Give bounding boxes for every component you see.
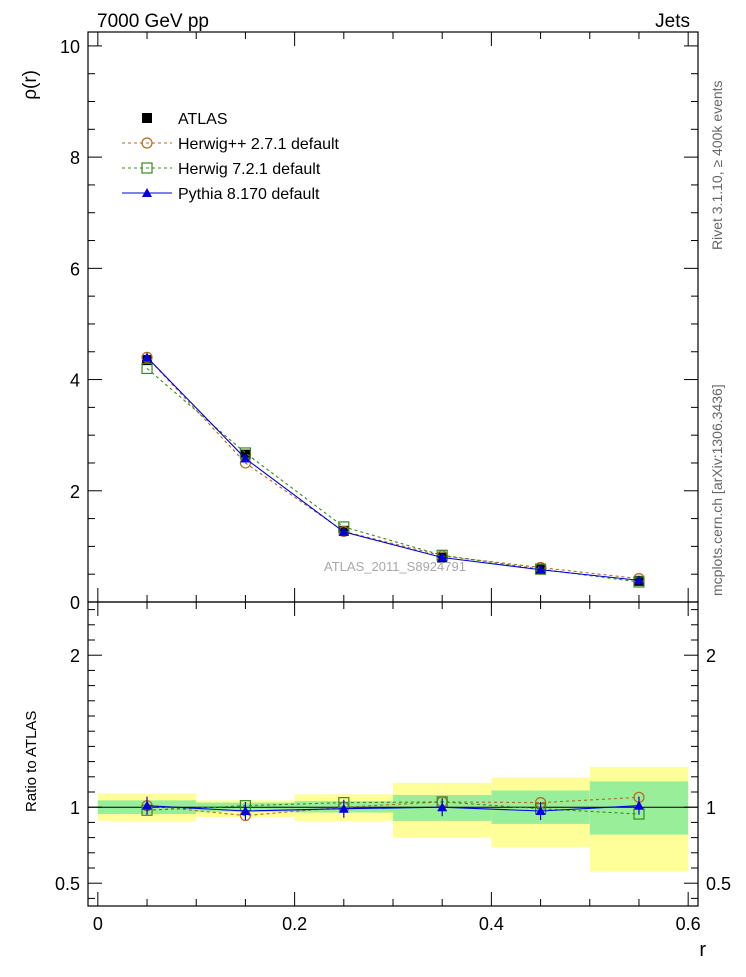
rivet-version-label: Rivet 3.1.10, ≥ 400k events — [709, 80, 725, 250]
ratio-point-pythia-8-170-default-0 — [142, 800, 153, 810]
ratio-line-pythia-8-170-default — [147, 805, 639, 812]
main-axis-ticks: 0 2 4 6 8 10 — [60, 37, 698, 613]
ratio-point-pythia-8-170-default-5 — [633, 800, 644, 810]
ratio-series-pythia-8-170-default — [142, 796, 644, 820]
point-pythia-8-170-default-2 — [338, 526, 349, 536]
legend-marker-pythia-8-170-default — [142, 188, 152, 197]
series-pythia-8-170-default — [142, 352, 644, 585]
point-herwig-7-2-1-default-0 — [141, 362, 153, 375]
main-y-tick-label: 4 — [70, 371, 80, 391]
series-herwig-7-2-1-default — [141, 362, 645, 588]
main-y-tick-label: 10 — [60, 37, 80, 57]
series-line-herwig-7-2-1-default — [146, 368, 640, 583]
x-tick-label: 0.2 — [282, 914, 307, 934]
point-pythia-8-170-default-1 — [240, 453, 251, 463]
x-axis-label: r — [699, 939, 706, 961]
series-line-pythia-8-170-default — [146, 356, 640, 581]
legend-label-herwig-7-2-1-default: Herwig 7.2.1 default — [178, 161, 321, 178]
header-left-label: 7000 GeV pp — [97, 11, 209, 32]
ratio-series-layer — [141, 791, 645, 822]
main-y-tick-label: 0 — [70, 593, 80, 613]
header-right-label: Jets — [655, 11, 690, 32]
ratio-y-tick-label-right: 1 — [706, 798, 716, 818]
ratio-y-tick-label: 0.5 — [55, 874, 80, 894]
ratio-axis-ticks: 0.5 0.5 1 1 2 2 — [55, 609, 731, 899]
ratio-point-pythia-8-170-default-4 — [535, 806, 546, 815]
main-y-tick-label: 6 — [70, 259, 80, 279]
main-y-axis-label: ρ(r) — [20, 70, 41, 100]
x-tick-label: 0.6 — [676, 914, 701, 934]
ratio-y-tick-label: 1 — [70, 798, 80, 818]
ratio-line-herwig-2-7-1-default — [146, 796, 639, 817]
ratio-uncertainty-bands — [97, 766, 689, 872]
legend-item-atlas: ATLAS — [142, 111, 228, 128]
legend: ATLAS Herwig++ 2.7.1 default Herwig 7.2.1 … — [122, 111, 340, 203]
legend-label-atlas: ATLAS — [178, 111, 228, 128]
x-tick-label: 0.4 — [479, 914, 504, 934]
main-y-tick-label: 2 — [70, 482, 80, 502]
legend-marker-herwig-7-2-1-default — [141, 162, 153, 174]
ratio-point-pythia-8-170-default-2 — [338, 803, 349, 813]
legend-item-herwig-7-2-1-default: Herwig 7.2.1 default — [122, 161, 321, 178]
point-pythia-8-170-default-0 — [142, 352, 153, 362]
series-herwig-2-7-1-default — [141, 351, 645, 585]
ratio-y-axis-label: Ratio to ATLAS — [23, 711, 40, 812]
analysis-watermark: ATLAS_2011_S8924791 — [324, 559, 466, 574]
legend-label-herwig-2-7-1-default: Herwig++ 2.7.1 default — [178, 136, 340, 153]
ratio-point-pythia-8-170-default-1 — [240, 806, 251, 815]
ratio-point-pythia-8-170-default-3 — [437, 802, 448, 812]
series-atlas — [142, 355, 644, 586]
point-pythia-8-170-default-4 — [535, 564, 546, 574]
legend-item-pythia-8-170-default: Pythia 8.170 default — [122, 186, 320, 203]
mcplots-label: mcplots.cern.ch [arXiv:1306.3436] — [709, 384, 725, 596]
point-pythia-8-170-default-5 — [633, 575, 644, 585]
ratio-y-tick-label-right: 2 — [706, 646, 716, 666]
main-y-tick-label: 8 — [70, 148, 80, 168]
x-tick-label: 0 — [93, 914, 103, 934]
legend-label-pythia-8-170-default: Pythia 8.170 default — [178, 186, 320, 203]
legend-marker-atlas — [142, 113, 152, 123]
ratio-y-tick-label-right: 0.5 — [706, 874, 731, 894]
legend-item-herwig-2-7-1-default: Herwig++ 2.7.1 default — [122, 136, 340, 153]
main-series-layer — [141, 351, 645, 588]
ratio-y-tick-label: 2 — [70, 646, 80, 666]
legend-marker-herwig-2-7-1-default — [141, 137, 153, 149]
series-line-herwig-2-7-1-default — [146, 356, 640, 580]
point-pythia-8-170-default-3 — [437, 552, 448, 562]
x-axis-ticks: 0 0.2 0.4 0.6 — [93, 32, 701, 934]
